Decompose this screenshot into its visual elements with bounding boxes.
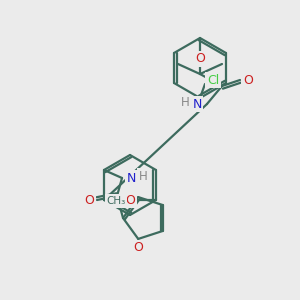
Text: N: N <box>192 98 202 110</box>
Text: O: O <box>125 194 135 206</box>
Text: O: O <box>133 242 143 254</box>
Text: Cl: Cl <box>207 74 219 86</box>
Text: N: N <box>126 172 136 184</box>
Text: O: O <box>195 52 205 65</box>
Text: H: H <box>181 95 189 109</box>
Text: CH₃: CH₃ <box>106 196 126 206</box>
Text: O: O <box>84 194 94 206</box>
Text: O: O <box>243 74 253 86</box>
Text: H: H <box>139 169 147 182</box>
